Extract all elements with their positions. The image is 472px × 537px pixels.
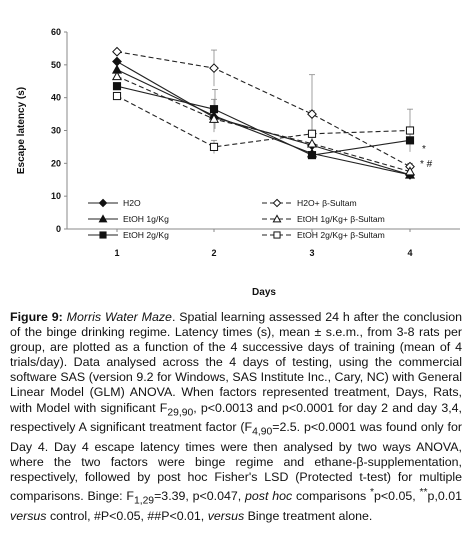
caption-text: p<0.05,	[374, 489, 420, 504]
caption-posthoc: post hoc	[245, 489, 293, 504]
caption-versus: versus	[10, 508, 47, 523]
legend-marker	[273, 231, 281, 239]
data-point	[209, 142, 219, 151]
x-axis-title: Days	[252, 287, 276, 298]
y-tick-label: 20	[51, 158, 61, 168]
caption-text: p,0.01	[427, 489, 462, 504]
data-point	[405, 136, 415, 145]
data-point	[111, 71, 123, 81]
caption-title: Morris Water Maze	[66, 310, 172, 324]
series-line	[116, 51, 411, 168]
significance-label: *	[422, 144, 426, 155]
caption-text: . Spatial learning assessed 24 h after t…	[10, 310, 462, 415]
data-point	[307, 129, 317, 138]
caption-subscript: 1,29	[133, 495, 155, 507]
data-point	[307, 109, 317, 119]
x-tick-label: 4	[407, 248, 412, 258]
data-point	[307, 151, 317, 160]
legend-marker	[99, 231, 107, 239]
y-tick-label: 10	[51, 191, 61, 201]
x-tick-label: 3	[309, 248, 314, 258]
caption-text: =3.39, p<0.047,	[154, 489, 245, 504]
y-axis-title: Escape latency (s)	[16, 87, 27, 174]
legend-label: EtOH 2g/Kg	[123, 230, 169, 240]
caption-text: control, #P<0.05, ##P<0.01,	[46, 508, 208, 523]
caption-text: comparisons	[292, 489, 370, 504]
caption-text: Binge treatment alone.	[244, 508, 373, 523]
data-point	[405, 126, 415, 135]
y-tick-label: 0	[56, 224, 61, 234]
data-point	[112, 82, 122, 91]
legend-label: EtOH 1g/Kg	[123, 214, 169, 224]
caption-figure-label: Figure 9:	[10, 310, 63, 324]
legend-label: EtOH 2g/Kg+ β-Sultam	[297, 230, 385, 240]
series-line	[116, 69, 411, 176]
legend-marker	[98, 198, 108, 208]
caption-versus: versus	[207, 508, 245, 523]
caption-symbol: *	[370, 486, 375, 498]
data-point	[404, 166, 416, 176]
x-tick-label: 1	[114, 248, 119, 258]
caption-symbol: **	[419, 486, 428, 498]
caption-text: =2.5. p<0.0001 was found only for Day 4.…	[10, 420, 463, 504]
y-tick-label: 50	[51, 60, 61, 70]
x-tick-label: 2	[211, 248, 216, 258]
data-point	[209, 63, 219, 74]
data-point	[112, 91, 122, 101]
legend-marker	[272, 198, 282, 208]
legend-label: H2O	[123, 198, 141, 208]
data-point	[208, 113, 220, 123]
series-line	[116, 61, 411, 176]
series-line	[116, 95, 411, 148]
legend-label: EtOH 1g/Kg+ β-Sultam	[297, 214, 385, 224]
y-tick-label: 60	[51, 27, 61, 37]
data-point	[209, 105, 219, 114]
data-point	[112, 46, 122, 57]
figure-caption: Figure 9: Morris Water Maze. Spatial lea…	[10, 310, 462, 524]
y-tick-label: 40	[51, 93, 61, 103]
series-line	[116, 75, 411, 173]
caption-text: , p<0.0013 and p<0.0001 for day 2 and da…	[10, 400, 462, 435]
legend-marker	[98, 214, 108, 223]
legend-label: H2O+ β-Sultam	[297, 198, 357, 208]
significance-label: * #	[420, 159, 433, 170]
data-point	[306, 138, 318, 148]
data-point	[112, 56, 122, 67]
series-line	[116, 85, 411, 156]
legend-marker	[272, 214, 282, 223]
y-tick-label: 30	[51, 126, 61, 136]
caption-subscript: 29,90	[167, 407, 194, 419]
caption-subscript: 4,90	[252, 426, 273, 438]
